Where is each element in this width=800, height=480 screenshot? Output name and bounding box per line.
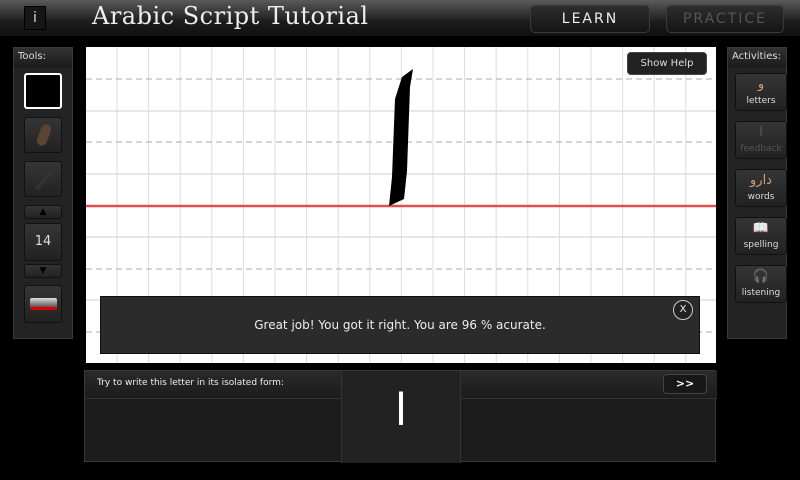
pen-icon — [34, 169, 54, 191]
target-letter: ا — [341, 371, 461, 463]
words-icon: دارو — [750, 173, 772, 188]
prompt-panel: Try to write this letter in its isolated… — [84, 370, 717, 463]
letters-icon: و — [757, 77, 765, 92]
feedback-icon: I — [759, 125, 763, 140]
close-feedback-button[interactable]: X — [673, 300, 693, 320]
activity-letters[interactable]: و letters — [735, 73, 787, 111]
size-up-button[interactable]: ▲ — [24, 205, 62, 219]
activity-listening[interactable]: 🎧 listening — [735, 265, 787, 303]
size-value: 14 — [24, 223, 62, 261]
headphones-icon: 🎧 — [752, 269, 770, 284]
next-button[interactable]: >> — [663, 374, 707, 394]
prompt-instruction: Try to write this letter in its isolated… — [85, 371, 341, 399]
activity-label: words — [747, 192, 775, 202]
tools-title: Tools: — [14, 48, 72, 68]
brush-tool[interactable] — [24, 117, 62, 153]
activity-spelling[interactable]: 📖 spelling — [735, 217, 787, 255]
app-title: Arabic Script Tutorial — [92, 2, 369, 30]
pen-tool[interactable] — [24, 161, 62, 197]
learn-button[interactable]: LEARN — [530, 5, 650, 33]
top-bar: i Arabic Script Tutorial LEARN PRACTICE — [0, 0, 800, 36]
feedback-message: Great job! You got it right. You are 96 … — [100, 296, 700, 354]
info-button[interactable]: i — [24, 6, 46, 30]
drawn-stroke — [389, 69, 413, 206]
eraser-button[interactable] — [24, 285, 62, 323]
color-swatch[interactable] — [24, 73, 62, 109]
eraser-icon — [30, 298, 57, 310]
activity-label: spelling — [743, 240, 779, 250]
activity-words[interactable]: دارو words — [735, 169, 787, 207]
book-icon: 📖 — [752, 221, 770, 236]
size-down-button[interactable]: ▼ — [24, 264, 62, 278]
tools-panel: Tools: ▲ 14 ▼ — [13, 47, 73, 339]
activity-label: listening — [741, 288, 781, 298]
show-help-button[interactable]: Show Help — [627, 52, 707, 75]
brush-icon — [35, 122, 53, 148]
practice-button[interactable]: PRACTICE — [666, 5, 784, 33]
activities-title: Activities: — [728, 48, 786, 68]
activity-label: letters — [746, 96, 776, 106]
activity-label: feedback — [740, 144, 782, 154]
